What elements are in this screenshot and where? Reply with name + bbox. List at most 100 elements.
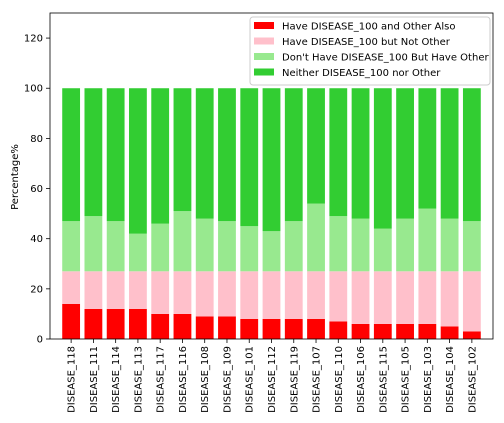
bar-series-2-disease-108 <box>195 218 214 272</box>
bar-series-1-disease-105 <box>396 271 414 324</box>
bar-series-3-disease-116 <box>173 88 192 212</box>
x-tick-label: DISEASE_110 <box>334 346 345 413</box>
y-tick-label: 20 <box>30 284 43 295</box>
bar-series-3-disease-115 <box>373 88 392 229</box>
bar-series-1-disease-114 <box>106 271 125 309</box>
x-tick-label: DISEASE_103 <box>423 346 434 413</box>
bar-series-3-disease-103 <box>418 88 437 209</box>
x-tick-label: DISEASE_114 <box>111 346 122 413</box>
bar-series-1-disease-110 <box>329 271 348 322</box>
bar-series-2-disease-115 <box>373 228 392 272</box>
bar-series-3-disease-109 <box>218 88 236 222</box>
x-tick-label: DISEASE_118 <box>67 346 78 413</box>
y-tick-label: 60 <box>30 184 43 195</box>
bar-series-0-disease-117 <box>151 313 170 339</box>
x-tick-label: DISEASE_112 <box>267 346 278 413</box>
legend-swatch <box>254 22 274 29</box>
x-tick-label: DISEASE_102 <box>467 346 478 413</box>
bar-series-0-disease-111 <box>84 308 103 339</box>
y-tick-label: 100 <box>24 84 43 95</box>
x-tick-label: DISEASE_111 <box>89 346 100 413</box>
legend-swatch <box>254 37 274 45</box>
bar-series-1-disease-106 <box>351 271 370 324</box>
legend-label: Have DISEASE_100 but Not Other <box>282 37 451 48</box>
bar-series-1-disease-117 <box>151 271 170 314</box>
legend-box <box>249 16 491 86</box>
bar-series-2-disease-107 <box>307 203 325 272</box>
bar-series-1-disease-104 <box>440 271 459 327</box>
x-tick-label: DISEASE_117 <box>156 346 167 413</box>
bar-series-1-disease-103 <box>418 271 437 324</box>
bar-series-2-disease-102 <box>462 221 481 272</box>
bar-series-1-disease-113 <box>129 271 147 309</box>
bar-series-1-disease-108 <box>195 271 214 317</box>
bar-series-1-disease-115 <box>373 271 392 324</box>
bar-series-0-disease-114 <box>106 308 125 339</box>
x-tick-label: DISEASE_116 <box>178 346 189 413</box>
bar-series-1-disease-116 <box>173 271 192 314</box>
bar-series-2-disease-113 <box>129 233 147 272</box>
bar-series-0-disease-102 <box>462 331 481 339</box>
x-tick-label: DISEASE_105 <box>401 346 412 413</box>
x-tick-label: DISEASE_104 <box>445 346 456 413</box>
x-tick-label: DISEASE_109 <box>222 346 233 413</box>
bar-series-2-disease-112 <box>262 231 281 272</box>
bar-series-0-disease-109 <box>218 316 236 339</box>
y-tick-label: 80 <box>30 134 43 145</box>
bar-series-0-disease-115 <box>373 323 392 339</box>
bar-series-3-disease-113 <box>129 88 147 234</box>
bar-series-3-disease-102 <box>462 88 481 222</box>
bar-series-0-disease-118 <box>62 303 81 339</box>
bar-series-3-disease-107 <box>307 88 325 204</box>
y-tick-label: 120 <box>24 34 43 45</box>
ticks-layer: 0 20 40 60 80 100 120 DISEASE_118 DISEASE_111 DIS… <box>24 34 478 413</box>
legend-label: Have DISEASE_100 and Other Also <box>282 22 456 33</box>
legend-swatch <box>254 68 274 76</box>
bar-series-1-disease-107 <box>307 271 325 319</box>
bar-series-1-disease-109 <box>218 271 236 317</box>
bar-series-0-disease-101 <box>240 318 259 339</box>
bar-series-3-disease-111 <box>84 88 103 217</box>
bar-series-3-disease-110 <box>329 88 348 217</box>
bar-series-0-disease-106 <box>351 323 370 339</box>
x-tick-label: DISEASE_107 <box>312 346 323 413</box>
legend-swatch <box>254 53 274 60</box>
bar-series-0-disease-105 <box>396 323 414 339</box>
bar-series-0-disease-112 <box>262 318 281 339</box>
bar-series-0-disease-119 <box>284 318 303 339</box>
bar-series-2-disease-105 <box>396 218 414 272</box>
y-tick-label: 40 <box>30 234 43 245</box>
bar-series-0-disease-113 <box>129 308 147 339</box>
bar-series-1-disease-119 <box>284 271 303 319</box>
bar-series-0-disease-116 <box>173 313 192 339</box>
bar-series-2-disease-111 <box>84 216 103 272</box>
bar-series-3-disease-114 <box>106 88 125 222</box>
y-tick-label: 0 <box>37 335 43 346</box>
bar-series-3-disease-105 <box>396 88 414 219</box>
bar-series-1-disease-102 <box>462 271 481 332</box>
bar-series-3-disease-104 <box>440 88 459 219</box>
bar-series-2-disease-104 <box>440 218 459 272</box>
bar-series-2-disease-109 <box>218 221 236 272</box>
bar-series-3-disease-112 <box>262 88 281 232</box>
bar-series-3-disease-106 <box>351 88 370 219</box>
x-tick-label: DISEASE_119 <box>289 346 300 413</box>
bar-series-2-disease-116 <box>173 211 192 272</box>
bar-series-2-disease-117 <box>151 223 170 272</box>
x-tick-label: DISEASE_108 <box>200 346 211 413</box>
bar-series-0-disease-104 <box>440 326 459 339</box>
legend-label: Don't Have DISEASE_100 But Have Other <box>282 53 489 64</box>
bar-series-2-disease-110 <box>329 216 348 272</box>
bar-series-0-disease-110 <box>329 321 348 339</box>
legend: Have DISEASE_100 and Other Also Have DISE… <box>249 16 491 86</box>
bar-series-3-disease-101 <box>240 88 259 227</box>
bar-series-2-disease-103 <box>418 208 437 272</box>
y-axis-label: Percentage% <box>10 144 21 210</box>
bar-series-3-disease-119 <box>284 88 303 222</box>
bar-series-1-disease-112 <box>262 271 281 319</box>
bar-series-2-disease-118 <box>62 221 81 272</box>
bar-series-3-disease-108 <box>195 88 214 219</box>
bar-series-1-disease-101 <box>240 271 259 319</box>
x-tick-label: DISEASE_101 <box>245 346 256 413</box>
